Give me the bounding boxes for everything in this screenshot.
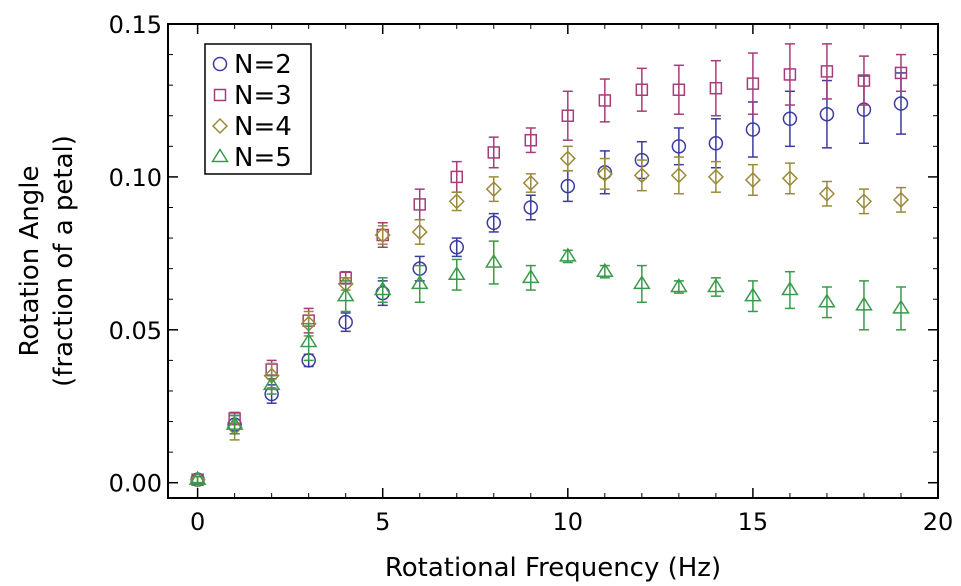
data-point bbox=[672, 83, 686, 96]
data-point bbox=[413, 198, 426, 211]
data-point bbox=[225, 415, 244, 430]
legend: N=2N=3N=4N=5 bbox=[204, 43, 312, 175]
data-point bbox=[855, 193, 873, 210]
x-tick-label: 15 bbox=[738, 508, 769, 536]
data-point bbox=[595, 262, 614, 277]
legend-item: N=4 bbox=[211, 112, 292, 142]
legend-marker bbox=[212, 56, 228, 72]
data-point bbox=[855, 296, 873, 311]
axis-ticks: 0 5 10 15 20 0.00 0.05 0.10 0.15 bbox=[109, 11, 954, 536]
data-point bbox=[522, 174, 539, 192]
data-point bbox=[262, 375, 281, 391]
data-point bbox=[521, 268, 540, 284]
legend-marker bbox=[213, 88, 227, 102]
data-point bbox=[299, 333, 318, 348]
data-point bbox=[781, 281, 799, 296]
data-point bbox=[596, 165, 613, 182]
data-point bbox=[336, 287, 355, 302]
data-point bbox=[745, 122, 761, 137]
data-point bbox=[746, 77, 760, 90]
data-point bbox=[744, 287, 762, 302]
data-point bbox=[633, 167, 650, 184]
data-point bbox=[744, 171, 761, 189]
data-point bbox=[670, 167, 687, 184]
data-point bbox=[486, 215, 502, 231]
legend-box bbox=[204, 43, 312, 175]
x-axis-title: Rotational Frequency (Hz) bbox=[385, 553, 721, 583]
data-point bbox=[819, 106, 835, 122]
data-point bbox=[670, 278, 688, 293]
legend-label: N=3 bbox=[234, 81, 292, 111]
y-axis-title-line1: Rotation Angle bbox=[15, 166, 45, 357]
data-point bbox=[484, 253, 503, 268]
data-point bbox=[449, 239, 464, 255]
data-point bbox=[709, 81, 723, 95]
legend-marker bbox=[211, 148, 229, 163]
data-point bbox=[338, 314, 353, 330]
data-point bbox=[892, 299, 910, 314]
data-point bbox=[450, 170, 463, 184]
legend-label: N=2 bbox=[234, 50, 292, 80]
data-point bbox=[447, 265, 466, 281]
data-point bbox=[485, 181, 502, 198]
legend-marker bbox=[211, 117, 229, 135]
legend-label: N=4 bbox=[234, 112, 292, 142]
y-tick-label: 0.10 bbox=[109, 164, 162, 192]
y-tick-label: 0.05 bbox=[109, 317, 162, 345]
x-tick-label: 5 bbox=[375, 508, 390, 536]
data-point bbox=[781, 170, 798, 187]
data-point bbox=[707, 168, 724, 185]
data-point bbox=[523, 200, 539, 215]
data-point bbox=[671, 139, 687, 154]
data-point bbox=[893, 96, 909, 111]
data-point bbox=[892, 191, 910, 208]
legend-item: N=5 bbox=[211, 143, 292, 173]
data-point bbox=[707, 278, 725, 293]
data-point bbox=[524, 133, 538, 147]
data-point bbox=[820, 65, 834, 78]
data-point bbox=[374, 226, 391, 244]
data-point bbox=[188, 470, 207, 485]
y-axis-title-line2: (fraction of a petal) bbox=[49, 135, 79, 387]
data-point bbox=[782, 111, 798, 127]
data-point bbox=[818, 185, 836, 202]
y-tick-label: 0.00 bbox=[109, 470, 162, 498]
data-point bbox=[487, 146, 501, 159]
data-point bbox=[448, 193, 465, 210]
legend-item: N=3 bbox=[213, 81, 292, 111]
data-point bbox=[410, 275, 429, 290]
data-point bbox=[411, 223, 428, 241]
legend-label: N=5 bbox=[234, 143, 292, 173]
data-point bbox=[635, 83, 649, 96]
x-tick-label: 10 bbox=[553, 508, 584, 536]
data-point bbox=[857, 74, 871, 87]
legend-item: N=2 bbox=[212, 50, 292, 80]
data-point bbox=[708, 136, 724, 151]
x-tick-label: 0 bbox=[190, 508, 205, 536]
data-point bbox=[373, 281, 392, 296]
data-point bbox=[561, 109, 575, 122]
data-point bbox=[560, 178, 576, 194]
data-point bbox=[559, 150, 576, 167]
data-point bbox=[558, 247, 577, 262]
data-point bbox=[632, 275, 651, 290]
data-point bbox=[894, 66, 908, 80]
data-point bbox=[818, 293, 836, 308]
y-tick-label: 0.15 bbox=[109, 11, 162, 39]
data-point bbox=[598, 94, 612, 107]
x-tick-label: 20 bbox=[923, 508, 954, 536]
data-series bbox=[188, 43, 910, 488]
data-point bbox=[783, 68, 797, 81]
series-N=5 bbox=[188, 240, 910, 485]
